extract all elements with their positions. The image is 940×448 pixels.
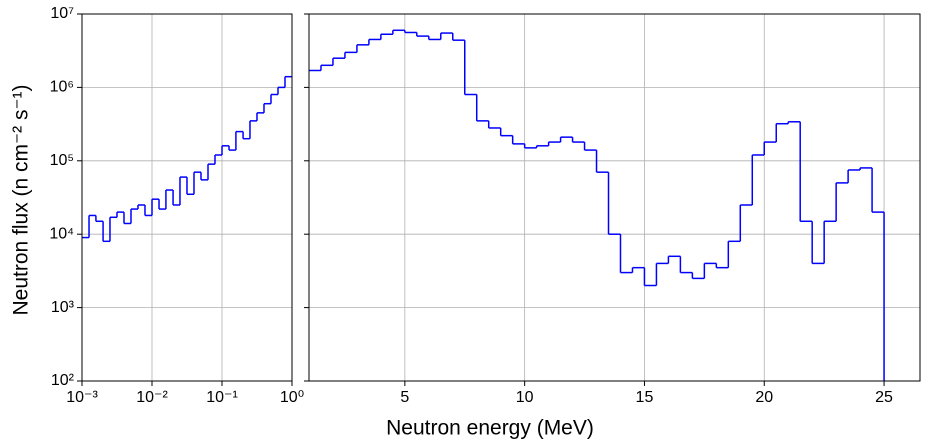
x-tick-label: 10⁻³ [66, 389, 98, 406]
y-tick-label: 10⁴ [49, 225, 74, 242]
x-tick-label: 25 [875, 389, 893, 406]
x-tick-label: 10⁻¹ [206, 389, 238, 406]
y-axis-label: Neutron flux (n cm⁻² s⁻¹) [10, 84, 33, 315]
x-tick-label: 10⁻² [136, 389, 168, 406]
x-tick-label: 10 [516, 389, 534, 406]
y-tick-label: 10⁵ [50, 152, 74, 169]
x-tick-label: 5 [400, 389, 409, 406]
x-tick-label: 15 [636, 389, 654, 406]
x-tick-label: 20 [755, 389, 773, 406]
plot-frame [81, 13, 293, 382]
y-tick-label: 10⁶ [50, 79, 74, 96]
y-tick-label: 10³ [51, 299, 75, 316]
x-tick-label: 10⁰ [280, 389, 304, 406]
x-axis-label: Neutron energy (MeV) [386, 417, 594, 440]
y-tick-label: 10² [51, 372, 75, 389]
y-tick-label: 10⁷ [50, 5, 74, 22]
plot-frame [308, 13, 921, 382]
